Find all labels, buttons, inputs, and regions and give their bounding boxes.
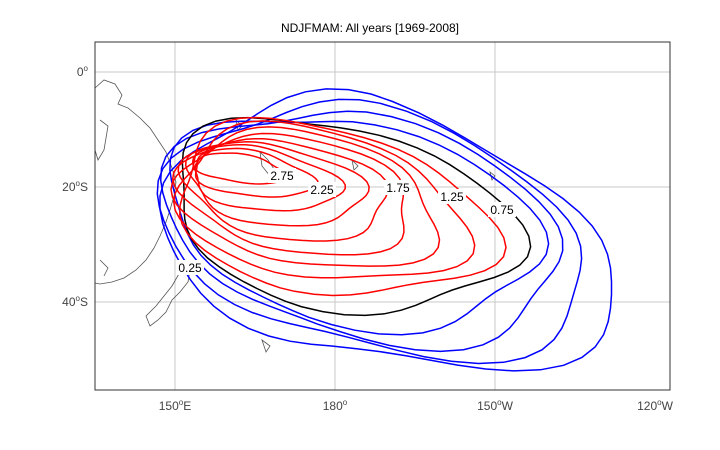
contour-label: 1.25 [440,190,464,204]
contour-line [194,147,319,198]
tick-number: 150 [477,399,497,413]
tick-hemisphere: E [183,399,191,413]
contours [156,88,613,372]
lat-tick-label: 20oS [62,179,88,194]
tick-number: 180 [323,399,343,413]
tick-degree: o [343,398,348,407]
lon-tick-label: 180o [323,398,348,413]
contour-label-bg [384,180,412,195]
contour-label-bg [438,189,466,204]
lon-tick-label: 150oE [159,398,192,413]
tick-degree: o [84,64,89,73]
contour-line [159,110,564,353]
contour-label: 0.25 [178,261,202,275]
tick-number: 40 [62,295,76,309]
lat-tick-label: 40oS [62,294,88,309]
tick-degree: o [497,398,502,407]
contour-line [177,137,389,242]
lat-tick-label: 0o [77,64,89,79]
contour-label: 2.75 [270,169,294,183]
tick-hemisphere: W [502,399,514,413]
contour-line [156,98,583,365]
contour-line [179,116,507,297]
contour-label-bg [308,182,336,197]
tick-degree: o [76,179,81,188]
map-title: NDJFMAM: All years [1969-2008] [281,21,459,35]
frame [94,41,671,391]
contour-label: 0.75 [490,203,514,217]
contour-line [184,141,370,227]
tick-hemisphere: W [662,399,674,413]
contour-line [171,132,405,256]
contour-label-bg [488,202,516,217]
contour-line [194,152,290,185]
contour-label: 1.75 [386,181,410,195]
contour-line [169,120,550,336]
tick-degree: o [76,294,81,303]
contour-line [159,88,613,372]
lon-tick-label: 120oW [637,398,673,413]
tick-number: 120 [637,399,657,413]
tick-number: 20 [62,180,76,194]
lon-tick-label: 150oW [477,398,513,413]
tick-number: 0 [77,65,84,79]
contour-label: 2.25 [310,183,334,197]
tick-degree: o [657,398,662,407]
contour-label-bg [268,168,296,183]
contour-line [191,143,346,212]
tick-hemisphere: S [80,180,88,194]
tick-degree: o [179,398,184,407]
contour-line [172,120,476,279]
tick-number: 150 [159,399,179,413]
tick-hemisphere: S [80,295,88,309]
contour-label-bg [176,260,204,275]
contour-line [170,126,441,267]
